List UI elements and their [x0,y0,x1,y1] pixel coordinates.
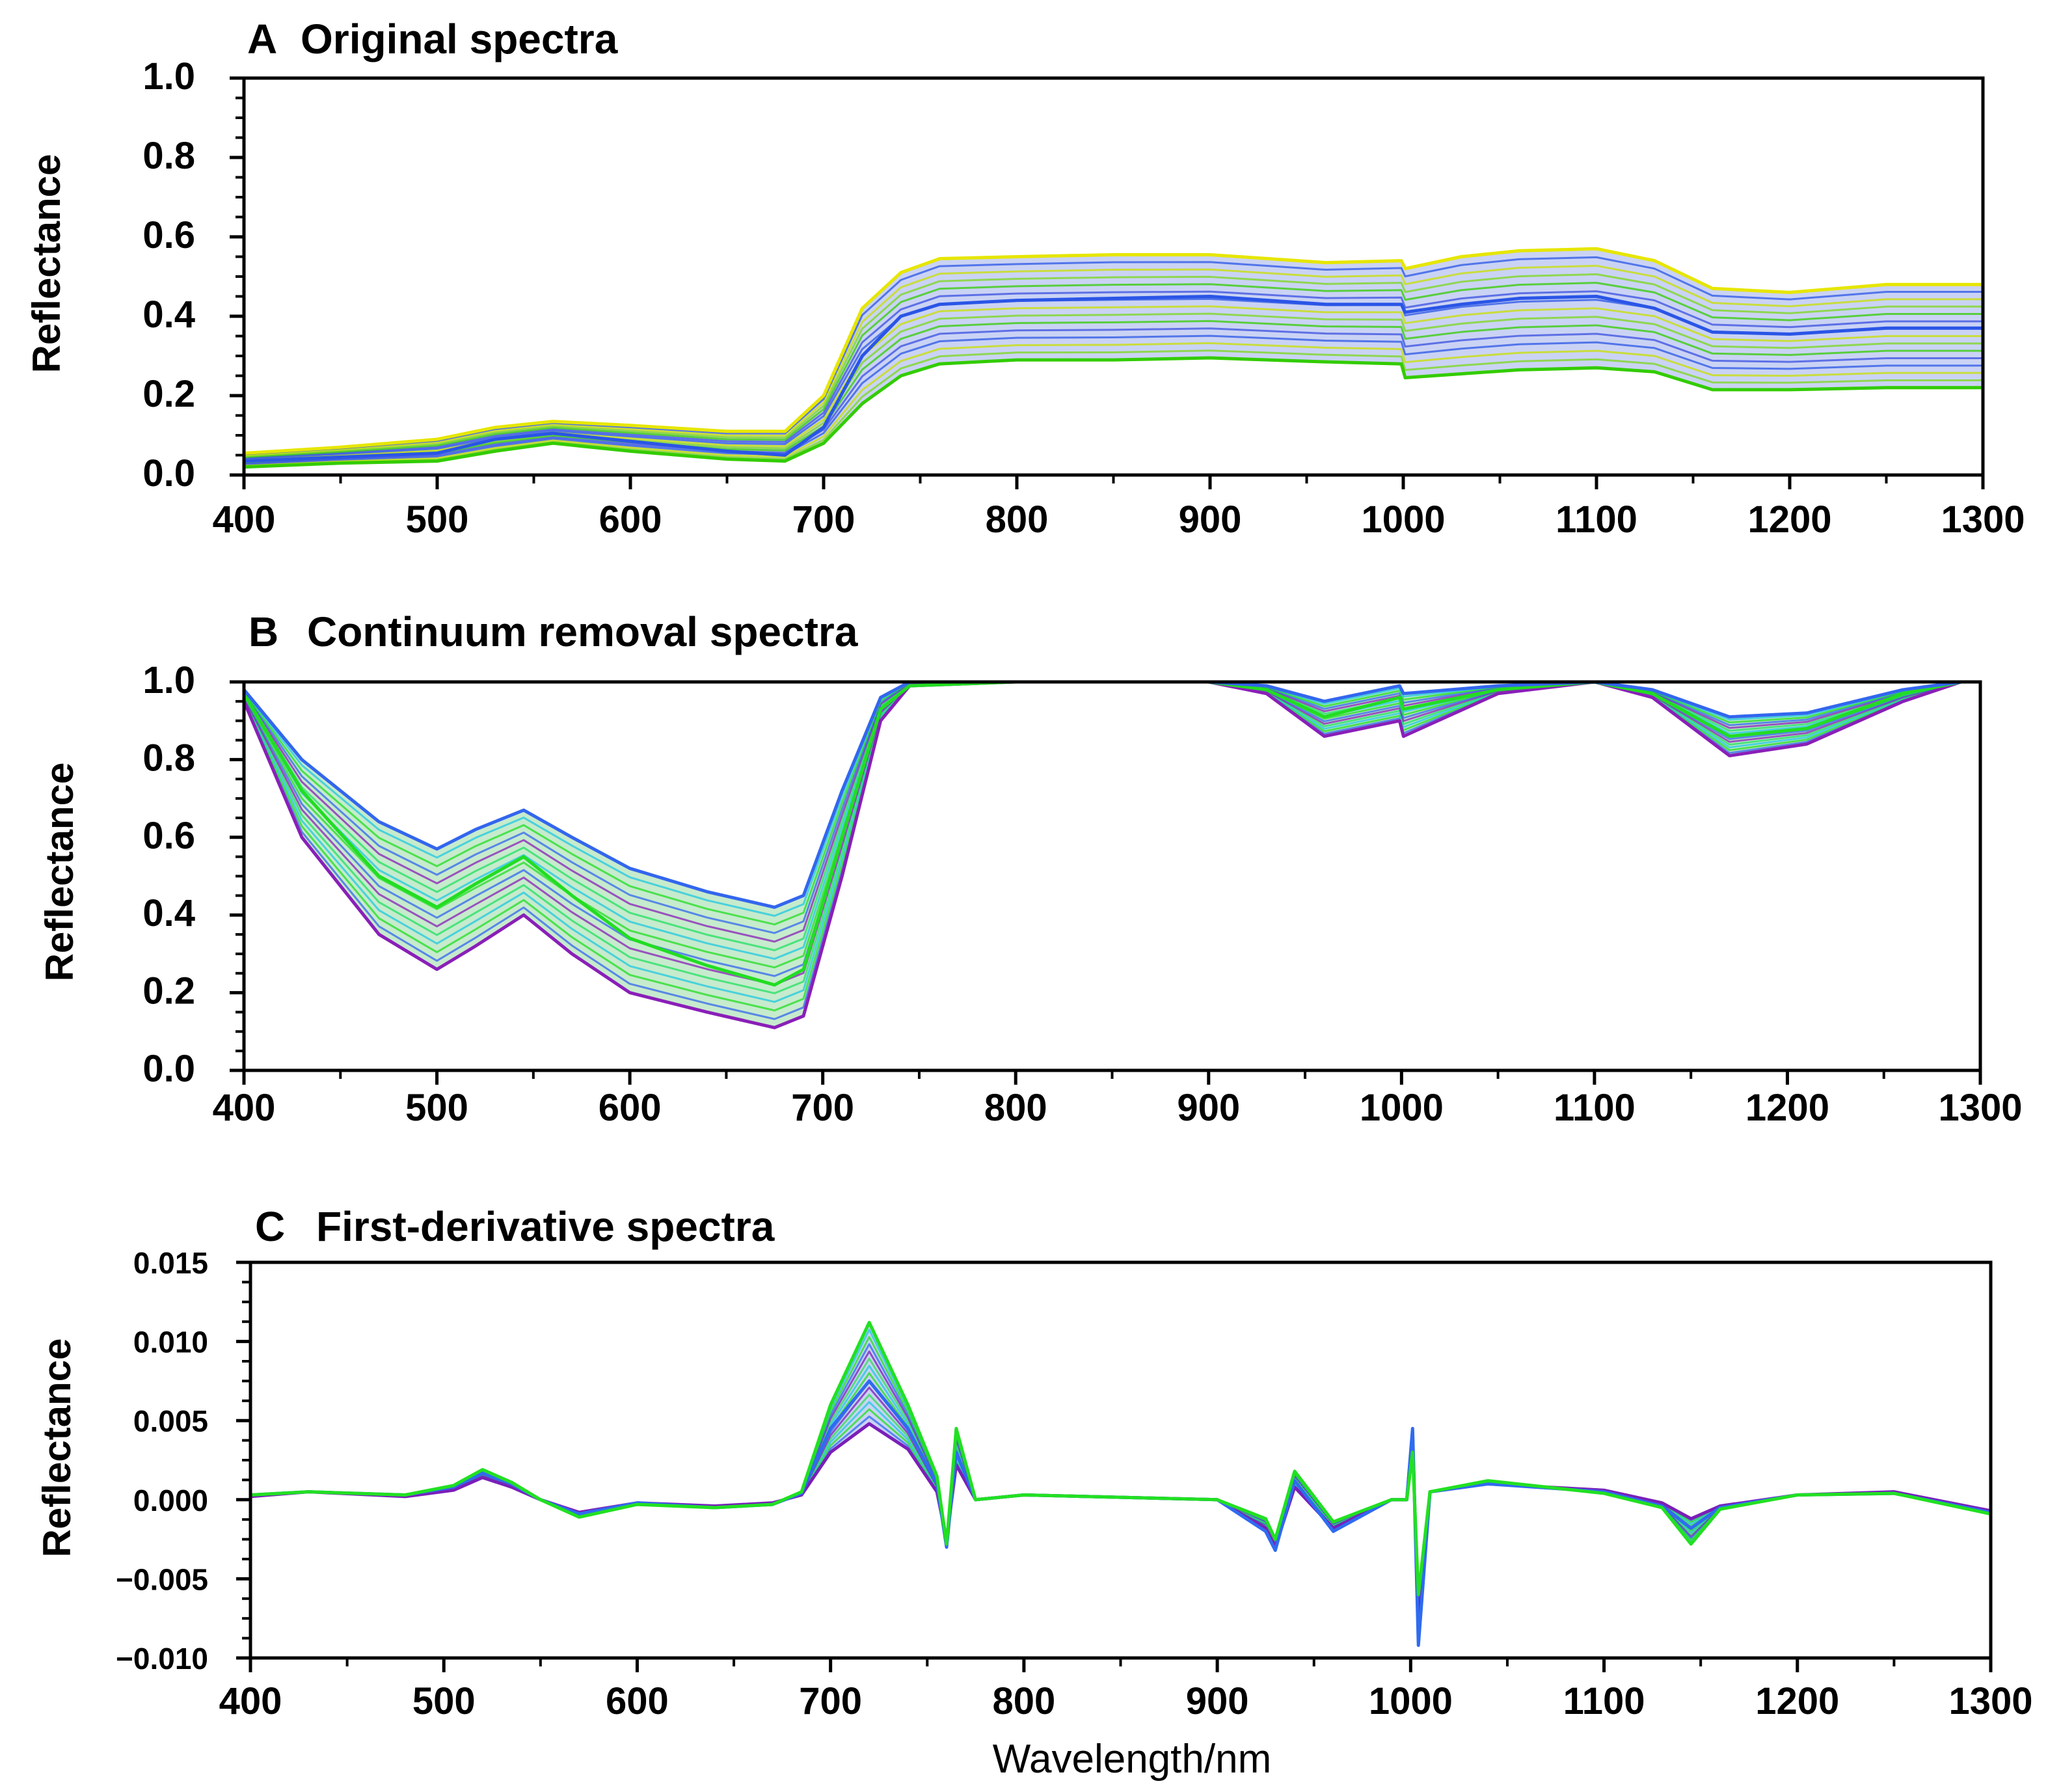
panel-c-sample-line [250,1401,1991,1621]
panel-c-x-tick-label: 400 [219,1680,282,1722]
panel-c-sample-line [250,1336,1991,1601]
panel-a-sample-line [244,319,1983,463]
panel-a-y-tick-label: 0.4 [142,293,195,336]
panel-a-y-tick-label: 0.0 [142,452,195,495]
panel-c-series-median [250,1379,1991,1648]
panel-b-x-tick-label: 400 [213,1087,276,1129]
panel-b-title: Continuum removal spectra [307,608,858,655]
panel-c-x-tick-label: 1300 [1948,1680,2032,1722]
panel-a-plot: 400 500 600 700 800 900 1000 1100 1200 1300 0.0 0.2… [142,55,2025,541]
panel-a-title: Original spectra [301,16,618,62]
panel-b-y-tick-label: 0.8 [142,737,195,779]
panel-c-sample-line [250,1415,1991,1625]
panel-b-plot: 400 500 600 700 800 900 1000 1100 1200 1300 0.0 0.2… [142,659,2022,1129]
panel-c-plot: 400 500 600 700 800 900 1000 1100 1200 1300 −0.010… [116,1246,2033,1722]
panel-a-series-low [244,356,1983,469]
panel-c-x-tick-label: 1100 [1563,1680,1645,1722]
panel-b-y-tick-label: 0.2 [142,970,195,1012]
panel-c-x-tick-label: 800 [992,1680,1055,1722]
panel-b-y-tick-label: 0.0 [142,1048,195,1090]
panel-c-y-tick-label: 0.010 [133,1325,208,1359]
panel-a-x-tick-label: 600 [599,498,662,541]
panel-c-letter: C [255,1203,285,1250]
panel-a-sample-line [244,327,1983,465]
panel-b-x-tick-label: 700 [791,1087,854,1129]
panel-b-x-tick-label: 900 [1177,1087,1240,1129]
panel-c-y-tick-label: 0.005 [133,1404,208,1438]
panel-a-letter: A [247,16,277,62]
panel-c-x-tick-label: 600 [606,1680,669,1722]
panel-c-y-tick-label: −0.005 [116,1562,208,1596]
panel-b-x-tick-label: 1100 [1554,1087,1636,1129]
panel-c-axes-frame [249,1260,1993,1660]
panel-c-y-tick-label: 0.000 [133,1484,208,1517]
panel-c-sample-line [250,1343,1991,1603]
panel-b-x-tick-label: 1200 [1745,1087,1829,1129]
panel-a-x-tick-label: 900 [1179,498,1242,541]
panel-b-x-tick-label: 800 [984,1087,1047,1129]
panel-a-x-tick-label: 700 [792,498,855,541]
panel-a-sample-line [244,305,1983,461]
panel-c-series-low [250,1422,1991,1628]
panel-a-sample-line [244,342,1983,467]
panel-c-sample-line [250,1372,1991,1612]
panel-b-y-axis-label: Reflectance [38,763,81,982]
panel-a-series-median [244,295,1983,463]
panel-c-sample-line [250,1408,1991,1623]
panel-b-y-tick-label: 0.6 [142,815,195,857]
panel-b: B Continuum removal spectra 400 500 600 700… [38,608,2023,1129]
panel-b-x-tick-label: 600 [599,1087,662,1129]
panel-c-sample-line [250,1329,1991,1598]
panel-c-spectra-band [250,1322,1991,1627]
panel-c-x-axis-label: Wavelength/nm [993,1737,1271,1782]
panel-a-sample-line [244,256,1983,455]
panel-b-spectra-band [244,682,1980,1028]
panel-b-letter: B [249,608,278,655]
panel-c-x-tick-label: 1200 [1755,1680,1839,1722]
panel-a-x-tick-label: 1000 [1361,498,1445,541]
panel-c-x-tick-label: 500 [412,1680,476,1722]
panel-b-x-tick-label: 1000 [1360,1087,1444,1129]
panel-c-sample-line [250,1386,1991,1616]
panel-a-y-tick-label: 0.6 [142,214,195,256]
panel-a-x-tick-label: 1200 [1747,498,1831,541]
panel-a-sample-line [244,334,1983,465]
panel-a-x-tick-label: 1100 [1556,498,1637,541]
panel-a-sample-line [244,273,1983,457]
panel-a-series-high [244,247,1983,455]
panel-b-series-high [244,682,1980,909]
panel-a-sample-line [244,349,1983,467]
panel-a-x-tick-label: 800 [986,498,1049,541]
panel-a-sample-line [244,264,1983,456]
panel-c-x-tick-label: 900 [1186,1680,1249,1722]
panel-a: A Original spectra 400 500 600 700 800 900 100… [25,16,2025,541]
panel-c-y-axis-label: Reflectance [35,1338,79,1558]
panel-b-y-tick-label: 0.4 [142,892,195,934]
panel-c-x-tick-label: 700 [799,1680,862,1722]
panel-b-x-tick-label: 1300 [1938,1087,2022,1129]
panel-c-x-tick-label: 1000 [1369,1680,1453,1722]
panel-c-y-tick-label: −0.010 [116,1642,208,1676]
panel-a-sample-line [244,290,1983,459]
panel-a-y-tick-label: 1.0 [142,55,195,98]
panel-c-title: First-derivative spectra [316,1203,775,1250]
panel-b-y-tick-label: 1.0 [142,659,195,701]
panel-a-sample-line [244,282,1983,459]
panel-a-x-tick-label: 500 [406,498,469,541]
panel-b-series-median [244,682,1980,987]
panel-a-x-tick-label: 1300 [1941,498,2025,541]
panel-c-series-high [250,1320,1991,1597]
panel-a-spectra-band [244,249,1983,467]
panel-a-y-tick-label: 0.2 [142,373,195,415]
panel-a-y-tick-label: 0.8 [142,135,195,177]
panel-a-x-tick-label: 400 [213,498,276,541]
panel-b-x-tick-label: 500 [405,1087,468,1129]
panel-c: C First-derivative spectra 400 500 600 700 8… [35,1203,2033,1782]
panel-a-y-axis-label: Reflectance [25,154,68,373]
panel-c-sample-line [250,1350,1991,1605]
panel-c-y-tick-label: 0.015 [133,1246,208,1280]
